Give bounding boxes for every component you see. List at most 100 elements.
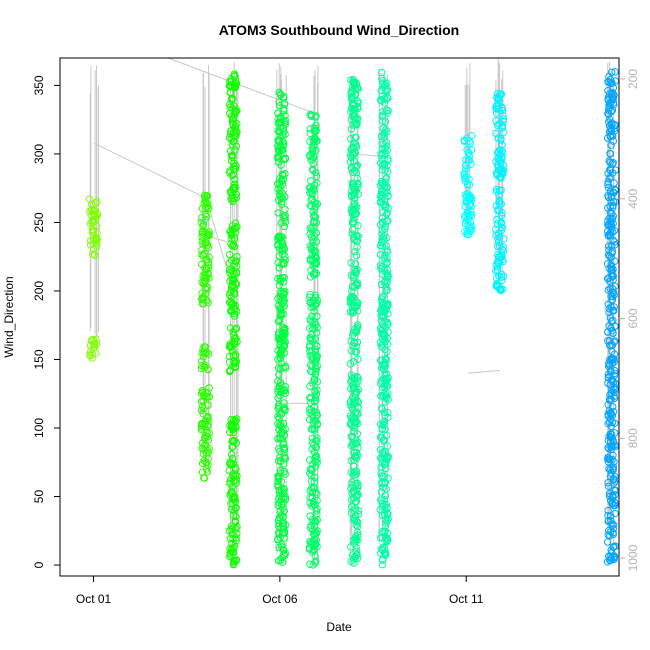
data-point <box>494 229 502 238</box>
data-point <box>231 133 239 141</box>
data-point <box>606 149 614 158</box>
data-point <box>607 221 615 229</box>
data-point <box>379 392 388 401</box>
data-point <box>308 330 316 339</box>
data-point <box>347 76 355 84</box>
data-point <box>200 404 208 413</box>
data-point <box>233 472 241 480</box>
data-point <box>603 274 612 283</box>
data-point <box>197 357 206 365</box>
data-point <box>228 281 236 290</box>
data-point <box>233 262 241 270</box>
x-axis-label: Date <box>326 620 352 634</box>
data-point <box>377 150 385 158</box>
data-point <box>275 382 284 391</box>
data-point <box>306 347 314 355</box>
data-point <box>604 516 613 525</box>
data-point <box>281 169 289 178</box>
data-point <box>200 456 208 465</box>
data-point <box>353 518 362 526</box>
data-point <box>354 179 362 188</box>
data-point <box>232 190 241 198</box>
data-point <box>230 159 238 168</box>
data-point <box>227 526 235 534</box>
data-point <box>495 233 504 242</box>
data-point <box>377 342 385 350</box>
data-point <box>309 530 318 538</box>
data-point <box>199 296 207 304</box>
data-point <box>274 147 283 155</box>
data-point <box>384 217 392 225</box>
data-point <box>353 301 361 310</box>
data-point <box>229 548 238 557</box>
data-point <box>307 156 315 165</box>
data-point <box>347 259 355 267</box>
data-point <box>231 109 240 117</box>
data-point <box>280 488 288 497</box>
data-point <box>496 150 504 158</box>
data-point <box>91 199 100 207</box>
data-point <box>383 234 391 242</box>
data-point <box>197 219 206 227</box>
data-point <box>308 434 317 442</box>
data-point <box>276 128 284 136</box>
data-point <box>313 419 322 428</box>
data-point <box>611 441 619 449</box>
data-point <box>306 188 314 197</box>
data-point <box>199 450 208 458</box>
data-point <box>274 434 282 443</box>
data-point <box>92 222 101 230</box>
data-point <box>354 438 362 446</box>
data-point <box>276 533 284 542</box>
data-point <box>201 290 210 298</box>
data-point <box>280 342 288 350</box>
data-point <box>461 219 470 228</box>
data-point <box>308 355 316 363</box>
data-point <box>349 112 357 120</box>
data-point <box>204 270 212 278</box>
data-point <box>198 444 206 453</box>
data-point <box>347 347 356 355</box>
data-point <box>497 218 506 227</box>
data-point <box>382 86 390 95</box>
data-point <box>232 224 240 232</box>
data-point <box>90 341 98 349</box>
data-point <box>279 499 287 508</box>
data-point <box>605 115 614 123</box>
data-point <box>281 118 289 127</box>
data-point <box>86 195 94 203</box>
data-point <box>228 459 236 467</box>
data-point <box>607 317 616 326</box>
data-point <box>276 90 285 98</box>
data-point <box>198 214 206 222</box>
y-tick-label: 50 <box>32 490 46 504</box>
data-point <box>354 536 362 544</box>
data-point <box>352 168 361 177</box>
data-point <box>277 238 286 246</box>
data-point <box>349 274 358 282</box>
data-point <box>378 528 386 536</box>
data-point <box>378 68 386 77</box>
data-point <box>381 515 390 523</box>
data-point <box>201 194 209 202</box>
data-point <box>227 342 235 350</box>
data-point <box>203 414 212 422</box>
data-point <box>379 140 387 149</box>
data-point <box>198 204 207 213</box>
data-point <box>611 367 619 375</box>
data-point <box>354 99 362 108</box>
data-point <box>605 407 613 415</box>
data-point <box>379 108 387 116</box>
data-point <box>348 308 356 316</box>
data-point <box>275 264 283 272</box>
data-point <box>276 311 285 320</box>
data-point <box>351 202 359 210</box>
data-point <box>604 204 612 212</box>
data-point <box>606 78 614 87</box>
data-point <box>493 121 502 130</box>
data-point <box>607 546 615 554</box>
data-point <box>352 493 361 501</box>
data-point <box>306 242 315 250</box>
data-point <box>86 220 94 228</box>
data-point <box>201 271 209 280</box>
